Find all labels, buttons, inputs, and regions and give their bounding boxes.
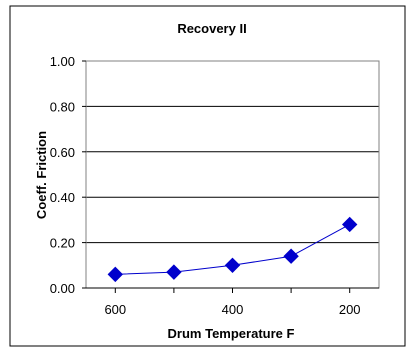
x-axis-title: Drum Temperature F [168,326,295,341]
data-point [341,216,358,233]
gridlines [86,105,379,244]
y-tick-label: 1.00 [50,54,75,69]
series [107,216,358,283]
y-tick-label: 0.00 [50,281,75,296]
y-tick-label: 0.20 [50,236,75,251]
data-point [224,257,241,274]
y-tick-label: 0.60 [50,145,75,160]
chart-area-border [9,5,406,347]
data-point [283,248,299,264]
data-point [107,266,124,283]
x-axis: 600 400 200 [86,287,379,317]
y-tick-label: 0.40 [50,190,75,205]
chart-title: Recovery II [177,21,246,36]
data-point [166,264,182,280]
x-tick-label: 400 [222,302,244,317]
y-tick-label: 0.80 [50,99,75,114]
y-axis: 0.00 0.20 0.40 0.60 0.80 1.00 [50,54,86,296]
x-tick-label: 600 [104,302,126,317]
y-axis-title: Coeff. Friction [34,131,49,219]
x-tick-label: 200 [339,302,361,317]
